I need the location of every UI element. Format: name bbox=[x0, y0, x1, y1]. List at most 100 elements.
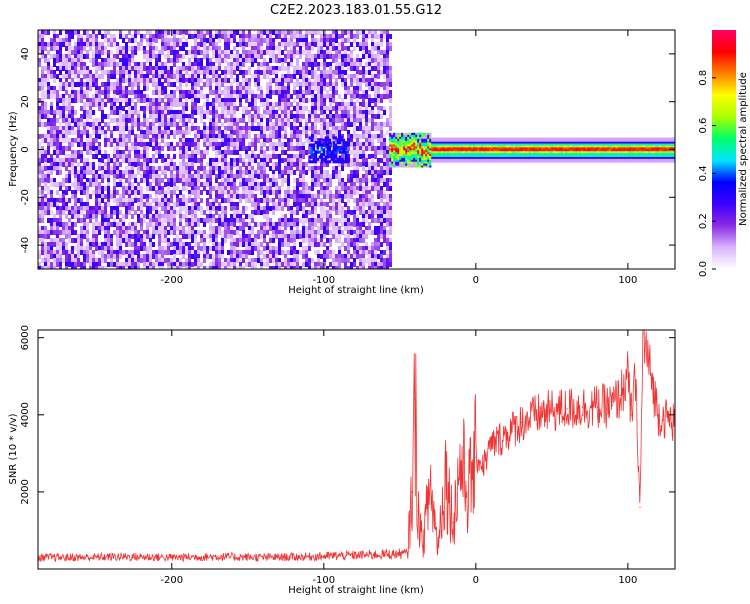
spectrogram-cell bbox=[272, 178, 275, 183]
spectrogram-cell bbox=[239, 254, 242, 259]
spectrogram-cell bbox=[365, 90, 368, 95]
spectrogram-cell bbox=[53, 222, 56, 227]
spectrogram-cell bbox=[119, 198, 122, 203]
spectrogram-cell bbox=[119, 226, 122, 231]
spectrogram-cell bbox=[74, 206, 77, 211]
spectrogram-cell bbox=[239, 82, 242, 87]
spectrogram-cell bbox=[62, 206, 65, 211]
spectrogram-cell bbox=[158, 130, 161, 135]
spectrogram-cell bbox=[149, 214, 152, 219]
spectrogram-cell bbox=[293, 154, 296, 159]
spectrogram-cell bbox=[194, 66, 197, 71]
spectrogram-cell bbox=[311, 154, 314, 159]
spectrogram-cell bbox=[194, 186, 197, 191]
spectrogram-cell bbox=[104, 38, 107, 43]
spectrogram-cell bbox=[251, 98, 254, 103]
spectrogram-cell bbox=[167, 262, 170, 267]
spectrogram-cell bbox=[89, 98, 92, 103]
spectrogram-cell bbox=[206, 110, 209, 115]
spectrogram-cell bbox=[284, 110, 287, 115]
spectrogram-cell bbox=[221, 138, 224, 143]
spectrogram-cell bbox=[176, 186, 179, 191]
spectrogram-cell bbox=[236, 126, 239, 131]
spectrogram-cell bbox=[206, 46, 209, 51]
spectrogram-cell bbox=[356, 250, 359, 255]
spectrogram-cell bbox=[95, 238, 98, 243]
spectrogram-cell bbox=[329, 62, 332, 67]
spectrogram-cell bbox=[341, 242, 344, 247]
spectrogram-cell bbox=[188, 118, 191, 123]
spectrogram-cell bbox=[185, 250, 188, 255]
spectrogram-cell bbox=[266, 226, 269, 231]
spectrogram-cell bbox=[131, 158, 134, 163]
spectrogram-cell bbox=[44, 202, 47, 207]
spectrogram-cell bbox=[206, 114, 209, 119]
spectrogram-cell bbox=[245, 250, 248, 255]
spectrogram-cell bbox=[257, 106, 260, 111]
spectrogram-cell bbox=[68, 46, 71, 51]
spectrogram-cell bbox=[290, 38, 293, 43]
spectrogram-cell bbox=[59, 206, 62, 211]
spectrogram-cell bbox=[296, 126, 299, 131]
spectrogram-cell bbox=[59, 246, 62, 251]
spectrogram-cell bbox=[179, 210, 182, 215]
spectrogram-cell bbox=[278, 218, 281, 223]
spectrogram-cell bbox=[221, 30, 224, 35]
spectrogram-cell bbox=[308, 78, 311, 83]
spectrogram-cell bbox=[218, 242, 221, 247]
spectrogram-cell bbox=[80, 178, 83, 183]
spectrogram-cell bbox=[77, 74, 80, 79]
spectrogram-cell bbox=[269, 34, 272, 39]
spectrogram-cell bbox=[191, 238, 194, 243]
spectrogram-cell bbox=[167, 134, 170, 139]
spectrogram-cell bbox=[344, 106, 347, 111]
spectrogram-cell bbox=[68, 54, 71, 59]
spectrogram-cell bbox=[257, 66, 260, 71]
spectrogram-cell bbox=[344, 86, 347, 91]
spectrogram-cell bbox=[107, 246, 110, 251]
spectrogram-cell bbox=[275, 110, 278, 115]
spectrogram-cell bbox=[326, 94, 329, 99]
spectrogram-cell bbox=[314, 106, 317, 111]
spectrogram-cell bbox=[335, 78, 338, 83]
spectrogram-cell bbox=[350, 122, 353, 127]
spectrogram-cell bbox=[236, 122, 239, 127]
spectrogram-cell bbox=[131, 254, 134, 259]
spectrogram-cell bbox=[113, 174, 116, 179]
spectrogram-cell bbox=[245, 206, 248, 211]
spectrogram-cell bbox=[194, 102, 197, 107]
spectrogram-cell bbox=[248, 258, 251, 263]
spectrogram-cell bbox=[86, 70, 89, 75]
spectrogram-cell bbox=[263, 230, 266, 235]
spectrogram-cell bbox=[350, 138, 353, 143]
spectrogram-cell bbox=[80, 170, 83, 175]
spectrogram-cell bbox=[110, 222, 113, 227]
spectrogram-cell bbox=[257, 246, 260, 251]
spectrogram-cell bbox=[317, 202, 320, 207]
spectrogram-cell bbox=[284, 134, 287, 139]
spectrogram-cell bbox=[194, 38, 197, 43]
spectrogram-cell bbox=[143, 114, 146, 119]
spectrogram-cell bbox=[257, 210, 260, 215]
spectrogram-cell bbox=[125, 178, 128, 183]
spectrogram-cell bbox=[338, 226, 341, 231]
spectrogram-cell bbox=[125, 262, 128, 267]
spectrogram-cell bbox=[314, 266, 317, 269]
spectrogram-cell bbox=[239, 210, 242, 215]
spectrogram-cell bbox=[209, 78, 212, 83]
spectrogram-cell bbox=[179, 166, 182, 171]
spectrogram-cell bbox=[110, 206, 113, 211]
spectrogram-cell bbox=[305, 106, 308, 111]
spectrogram-cell bbox=[248, 130, 251, 135]
spectrogram-cell bbox=[242, 186, 245, 191]
spectrogram-cell bbox=[278, 142, 281, 147]
spectrogram-cell bbox=[350, 266, 353, 269]
spectrogram-cell bbox=[107, 198, 110, 203]
spectrogram-cell bbox=[137, 114, 140, 119]
spectrogram-cell bbox=[116, 98, 119, 103]
spectrogram-cell bbox=[269, 82, 272, 87]
spectrogram-cell bbox=[38, 218, 41, 223]
spectrogram-cell bbox=[239, 42, 242, 47]
spectrogram-cell bbox=[143, 118, 146, 123]
spectrogram-cell bbox=[266, 250, 269, 255]
